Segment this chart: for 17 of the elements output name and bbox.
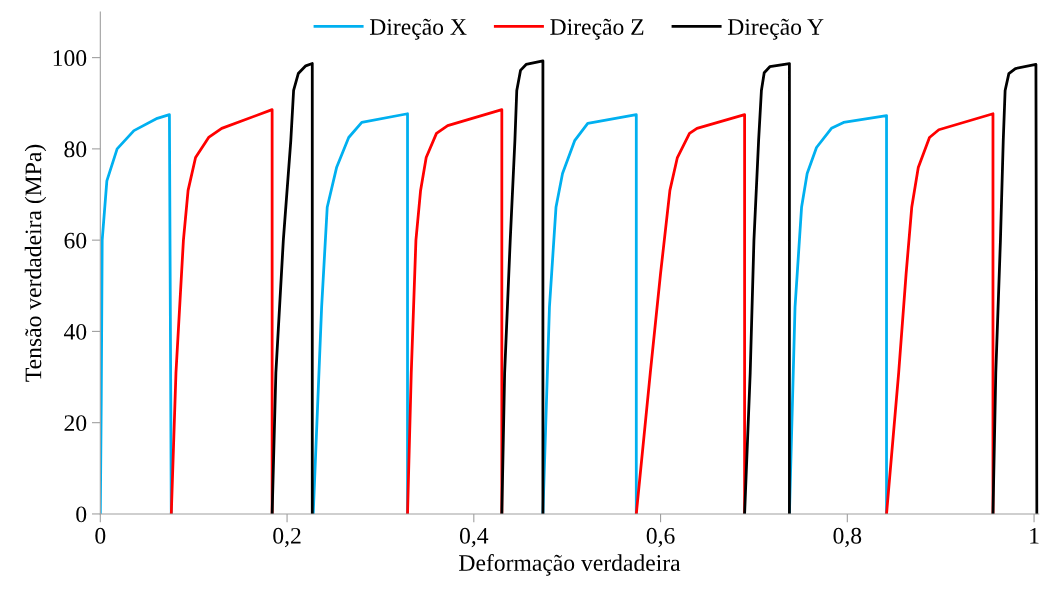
legend-label: Direção Y bbox=[727, 18, 824, 40]
y-tick-label: 80 bbox=[64, 141, 87, 158]
x-tick-label: 0,4 bbox=[459, 527, 489, 548]
x-axis-title: Deformação verdadeira bbox=[459, 554, 681, 576]
y-tick-label: 60 bbox=[64, 232, 87, 249]
y-tick-label: 20 bbox=[64, 415, 87, 432]
x-tick-label: 0,6 bbox=[646, 527, 675, 548]
y-tick-label: 100 bbox=[53, 50, 87, 67]
y-tick-label: 0 bbox=[76, 506, 87, 523]
x-tick-label: 0 bbox=[95, 527, 106, 544]
y-tick-label: 40 bbox=[63, 323, 87, 340]
x-tick-label: 1 bbox=[1030, 527, 1039, 544]
legend-label: Direção Z bbox=[550, 18, 644, 40]
legend-label: Direção X bbox=[369, 18, 467, 40]
x-tick-label: 0,2 bbox=[273, 527, 301, 548]
y-axis-title: Tensão verdadeira (MPa) bbox=[24, 144, 47, 382]
x-tick-label: 0,8 bbox=[833, 527, 862, 548]
